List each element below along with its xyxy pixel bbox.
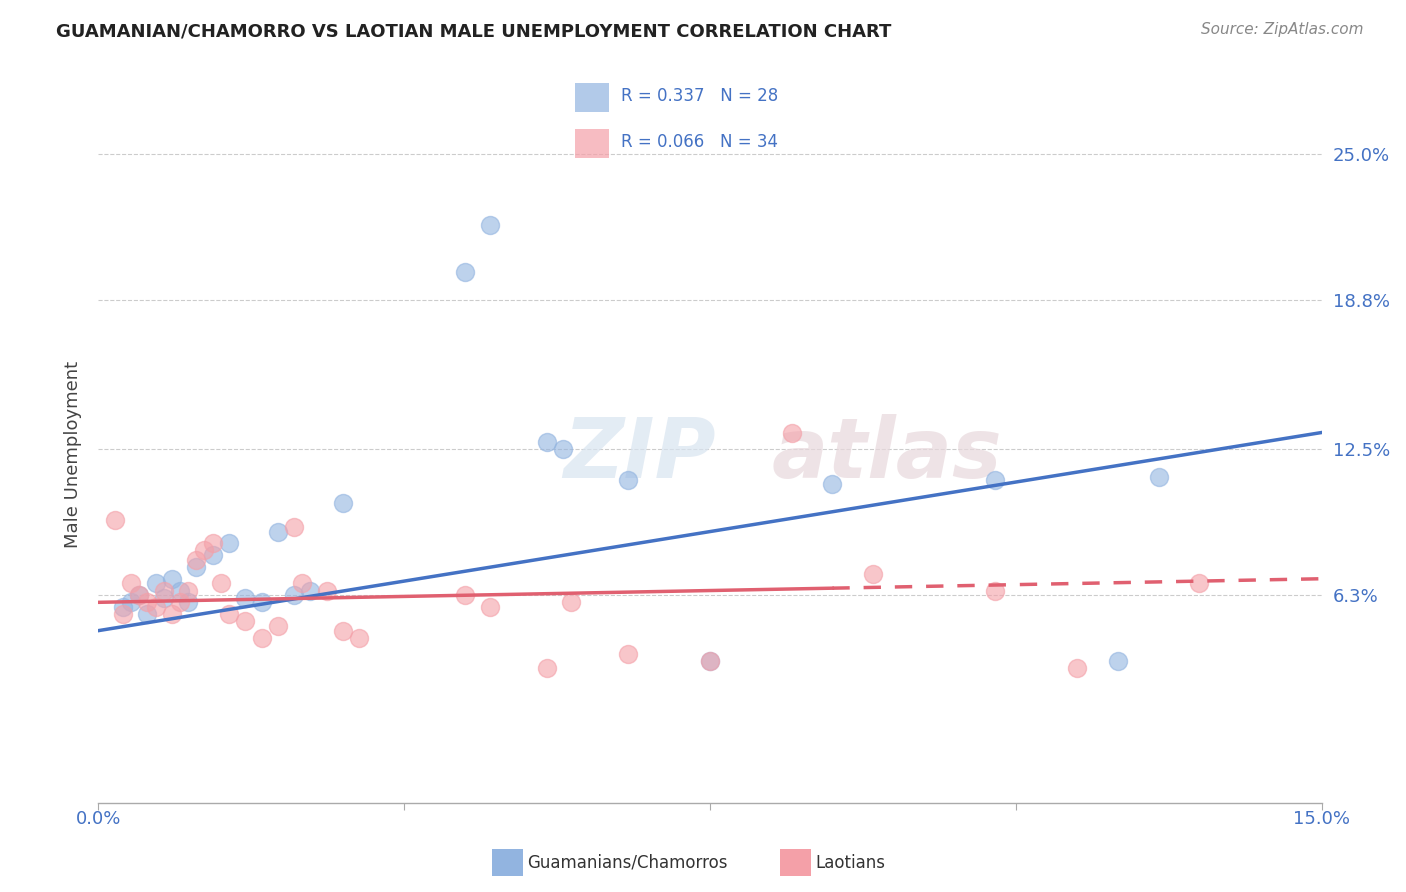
Text: R = 0.066   N = 34: R = 0.066 N = 34 xyxy=(621,133,778,151)
Text: 15.0%: 15.0% xyxy=(1294,810,1350,828)
Text: R = 0.337   N = 28: R = 0.337 N = 28 xyxy=(621,87,779,104)
Text: atlas: atlas xyxy=(772,415,1002,495)
Bar xyxy=(575,83,609,112)
Text: Laotians: Laotians xyxy=(815,854,886,871)
Text: Guamanians/Chamorros: Guamanians/Chamorros xyxy=(527,854,728,871)
Text: Source: ZipAtlas.com: Source: ZipAtlas.com xyxy=(1201,22,1364,37)
Text: GUAMANIAN/CHAMORRO VS LAOTIAN MALE UNEMPLOYMENT CORRELATION CHART: GUAMANIAN/CHAMORRO VS LAOTIAN MALE UNEMP… xyxy=(56,22,891,40)
Y-axis label: Male Unemployment: Male Unemployment xyxy=(63,361,82,549)
Text: ZIP: ZIP xyxy=(564,415,716,495)
Bar xyxy=(575,129,609,158)
Text: 0.0%: 0.0% xyxy=(76,810,121,828)
